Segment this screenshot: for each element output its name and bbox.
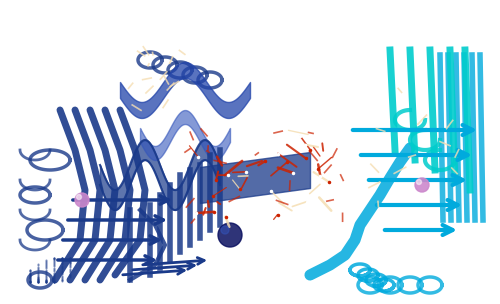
Circle shape xyxy=(75,193,89,207)
Ellipse shape xyxy=(185,128,345,228)
Circle shape xyxy=(221,226,229,234)
Circle shape xyxy=(415,178,429,192)
Circle shape xyxy=(76,195,82,199)
Circle shape xyxy=(218,223,242,247)
Circle shape xyxy=(416,179,422,185)
